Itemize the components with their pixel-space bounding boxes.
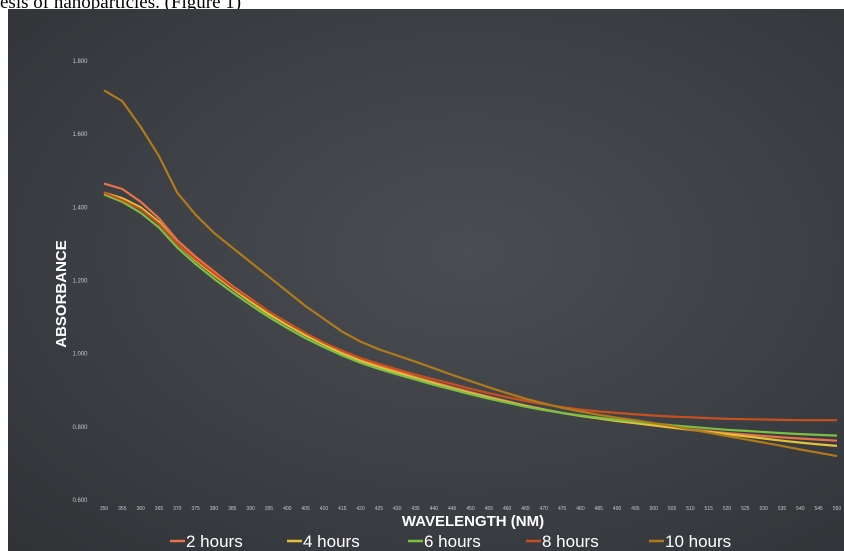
x-tick-label: 510 xyxy=(686,506,695,512)
x-tick-label: 390 xyxy=(246,506,255,512)
y-tick-label: 1.800 xyxy=(72,59,88,65)
x-tick-label: 540 xyxy=(796,506,805,512)
x-tick-label: 425 xyxy=(375,506,384,512)
series-line-2-hours xyxy=(103,182,838,442)
x-tick-label: 415 xyxy=(338,506,347,512)
x-tick-label: 500 xyxy=(650,506,659,512)
chart-container: 0.600 0.800 1.000 1.200 1.400 1.600 1.800 350 3… xyxy=(8,9,844,551)
legend-item: 4 hours xyxy=(287,532,360,551)
x-tick-label: 480 xyxy=(576,506,585,512)
x-tick-label: 520 xyxy=(723,506,732,512)
x-axis-label: WAVELENGTH (NM) xyxy=(402,513,544,530)
chart-legend: 2 hours 4 hours 6 hours 8 hours 10 hours xyxy=(170,532,731,551)
x-tick-label: 550 xyxy=(833,506,842,512)
x-tick-label: 505 xyxy=(668,506,677,512)
y-tick-label: 1.000 xyxy=(72,352,88,358)
legend-label: 6 hours xyxy=(424,532,481,551)
x-tick-label: 355 xyxy=(118,506,127,512)
series-line-10-hours xyxy=(103,89,838,458)
y-axis-ticks: 0.600 0.800 1.000 1.200 1.400 1.600 1.800 xyxy=(72,59,88,504)
x-tick-label: 435 xyxy=(411,506,420,512)
y-tick-label: 1.200 xyxy=(72,279,88,285)
x-tick-label: 475 xyxy=(558,506,567,512)
x-tick-label: 405 xyxy=(301,506,310,512)
x-tick-label: 440 xyxy=(430,506,439,512)
y-tick-label: 0.800 xyxy=(72,425,88,431)
x-tick-label: 495 xyxy=(631,506,640,512)
x-tick-label: 545 xyxy=(815,506,824,512)
x-tick-label: 420 xyxy=(356,506,365,512)
y-axis-label: ABSORBANCE xyxy=(53,240,70,348)
x-tick-label: 385 xyxy=(228,506,237,512)
x-tick-label: 400 xyxy=(283,506,292,512)
legend-item: 8 hours xyxy=(526,532,599,551)
y-tick-label: 1.400 xyxy=(72,205,88,211)
legend-item: 6 hours xyxy=(408,532,481,551)
x-tick-label: 445 xyxy=(448,506,457,512)
x-tick-label: 380 xyxy=(210,506,219,512)
legend-item: 2 hours xyxy=(170,532,243,551)
x-tick-label: 410 xyxy=(320,506,329,512)
x-tick-label: 370 xyxy=(173,506,182,512)
x-tick-label: 525 xyxy=(741,506,750,512)
series-line-4-hours xyxy=(103,191,838,447)
x-tick-label: 430 xyxy=(393,506,402,512)
x-tick-label: 350 xyxy=(100,506,109,512)
x-tick-label: 365 xyxy=(155,506,164,512)
legend-label: 10 hours xyxy=(665,532,731,551)
x-tick-label: 450 xyxy=(466,506,475,512)
x-tick-label: 485 xyxy=(595,506,604,512)
x-tick-label: 470 xyxy=(540,506,549,512)
x-tick-label: 465 xyxy=(521,506,530,512)
legend-label: 2 hours xyxy=(186,532,243,551)
x-tick-label: 535 xyxy=(778,506,787,512)
y-tick-label: 1.600 xyxy=(72,132,88,138)
series-lines xyxy=(103,89,838,458)
series-line-8-hours xyxy=(103,191,837,422)
x-tick-label: 375 xyxy=(191,506,200,512)
series-line-6-hours xyxy=(103,193,838,437)
x-tick-label: 395 xyxy=(265,506,274,512)
x-axis-ticks: 350 355 360 365 370 375 380 385 390 395 400 405 410 4… xyxy=(100,506,842,512)
legend-item: 10 hours xyxy=(649,532,731,551)
x-tick-label: 460 xyxy=(503,506,512,512)
x-tick-label: 530 xyxy=(760,506,769,512)
x-tick-label: 515 xyxy=(705,506,714,512)
x-tick-label: 360 xyxy=(136,506,145,512)
legend-label: 4 hours xyxy=(303,532,360,551)
legend-label: 8 hours xyxy=(542,532,599,551)
x-tick-label: 490 xyxy=(613,506,622,512)
y-tick-label: 0.600 xyxy=(72,498,88,504)
x-tick-label: 455 xyxy=(485,506,494,512)
